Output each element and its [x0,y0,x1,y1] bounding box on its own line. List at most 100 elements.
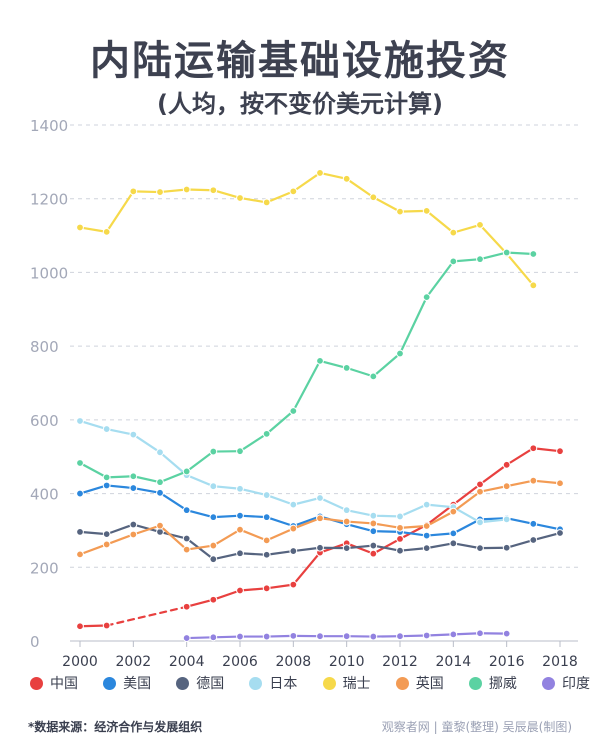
series-line-segment [478,518,508,524]
data-point [476,220,484,229]
legend-item: 瑞士 [322,673,371,693]
data-point [236,525,244,534]
series-line-segment [132,433,162,454]
data-point [182,506,191,515]
data-point [102,621,111,630]
x-tick-label: 2016 [489,654,525,670]
series-line-segment [372,352,402,378]
series-line-segment [212,528,242,547]
series-line-segment [132,486,162,494]
legend-item: 英国 [395,673,444,693]
data-point [422,293,431,302]
series-line-segment [532,479,562,485]
data-point [316,494,324,502]
series-line-segment [318,496,348,512]
data-point [129,484,138,492]
data-point [156,448,164,457]
series-line-segment [345,544,375,550]
data-point [289,187,298,196]
data-point [529,476,538,485]
data-point [342,506,351,515]
legend-swatch [322,676,336,690]
data-point [182,185,191,194]
legend-swatch [395,676,409,690]
data-point [476,480,484,489]
series-line-segment [478,485,508,493]
series-line-segment [505,538,535,549]
y-tick-label: 400 [30,486,59,504]
series-line-segment [372,196,402,213]
series-line-segment [398,530,428,537]
legend-item: 挪威 [468,673,517,693]
series-line-segment [452,223,482,234]
series-line-segment [265,549,295,556]
series-line-segment [345,509,375,517]
data-point [556,479,564,488]
series-line-segment [185,598,215,608]
data-point [316,543,324,552]
data-point [236,549,244,558]
y-tick-label: 1400 [30,117,68,135]
series-line-segment [398,503,428,518]
series-line-segment [425,510,455,528]
data-point [502,482,511,491]
data-point [262,536,271,545]
series-line-segment [452,483,482,506]
data-point [369,541,378,550]
series-line-segment [398,634,428,638]
y-tick-label: 1200 [30,191,68,209]
legend-label: 中国 [50,676,78,692]
data-point [476,544,484,553]
series-line-segment [78,461,108,479]
data-point [369,549,378,558]
series-line-segment [105,605,188,627]
data-point [476,487,484,496]
legend-label: 瑞士 [342,676,371,692]
series-line-segment [238,196,268,204]
data-point [289,631,298,640]
data-point [209,633,218,642]
data-point [342,517,351,526]
data-point [396,632,404,641]
series-line-segment [425,542,455,550]
data-point [396,512,404,521]
legend-item: 印度 [541,673,590,693]
data-point [529,519,538,528]
series-line-segment [212,189,242,200]
series-line-segment [478,463,508,486]
series-line-segment [372,514,402,518]
legend-swatch [176,676,190,690]
series-line-segment [158,451,188,477]
data-point [369,632,378,641]
y-tick-label: 0 [30,633,40,651]
series-line-segment [345,366,375,378]
series-line-segment [505,252,535,287]
series-line-segment [212,635,242,639]
data-point [502,543,511,552]
data-source-note: *数据来源：经济合作与发展组织 [28,720,203,734]
data-point [396,535,404,543]
data-point [129,530,138,539]
series-line-segment [452,258,482,263]
series-line-segment [452,490,482,513]
series-line-segment [265,583,295,590]
data-point [209,447,218,456]
data-point [449,529,458,538]
data-point [236,447,244,456]
data-point [369,527,378,536]
series-line-segment [158,524,188,551]
data-point [396,523,404,532]
series-line-segment [265,190,295,204]
series-line-segment [158,188,188,194]
series-line-segment [292,517,322,530]
series-line-segment [212,589,242,601]
legend-item: 日本 [249,673,297,693]
series-line-segment [398,296,428,355]
y-tick-label: 200 [30,559,59,577]
series-line-segment [505,479,535,488]
data-point [449,539,458,548]
data-point [102,227,111,236]
series-line-segment [185,544,215,551]
y-tick-label: 800 [30,338,59,356]
